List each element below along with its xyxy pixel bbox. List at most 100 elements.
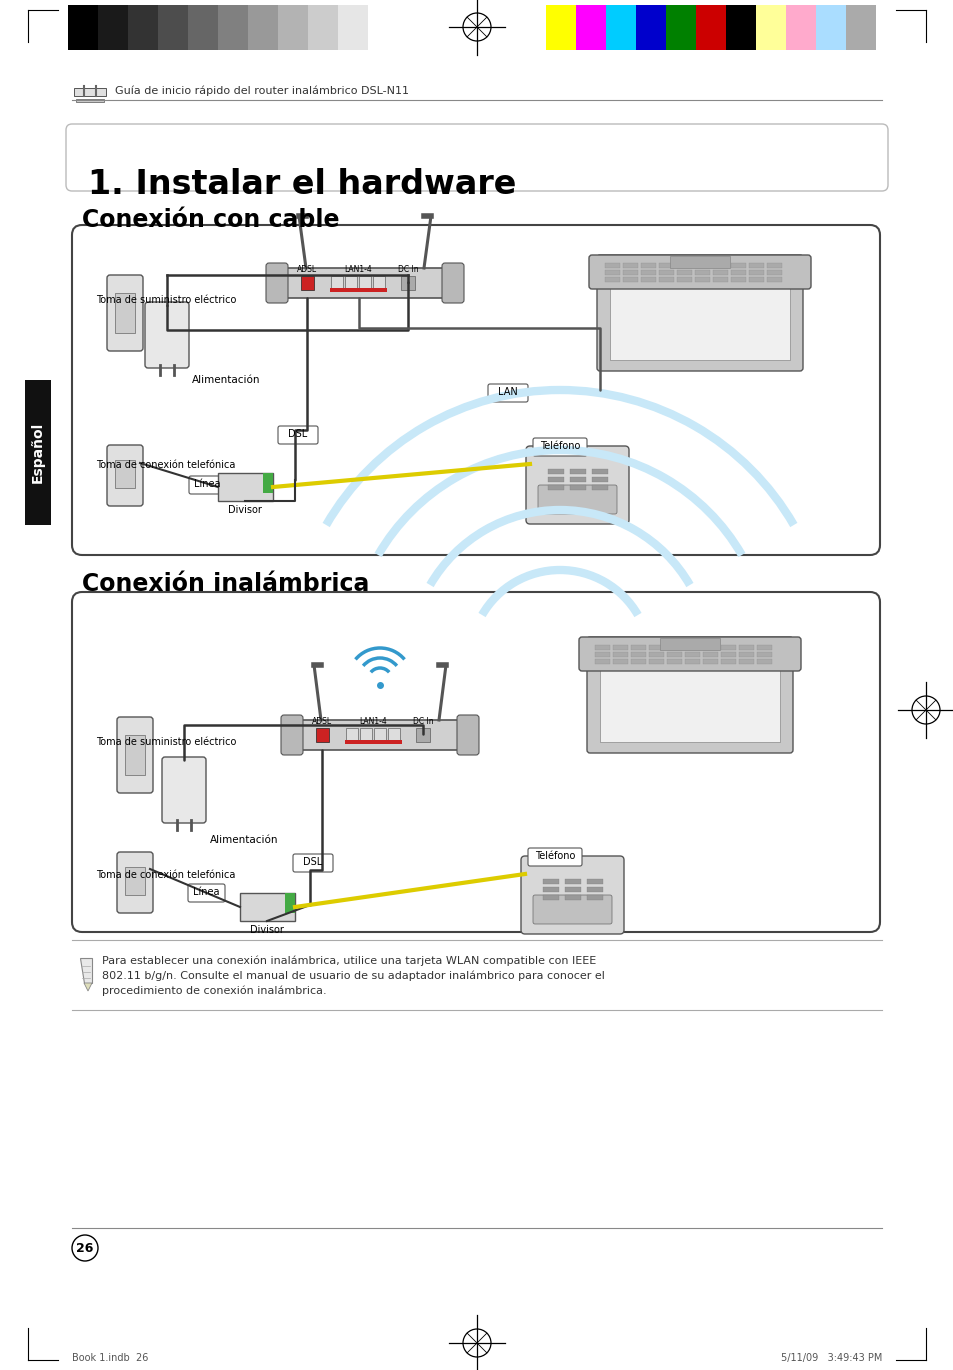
Bar bbox=[669, 256, 729, 269]
Bar bbox=[648, 645, 663, 649]
Bar bbox=[666, 659, 681, 664]
Bar bbox=[74, 88, 106, 96]
FancyBboxPatch shape bbox=[145, 301, 189, 369]
Bar bbox=[659, 270, 673, 275]
Bar bbox=[666, 645, 681, 649]
Bar bbox=[766, 277, 781, 282]
Bar bbox=[748, 270, 763, 275]
Bar bbox=[586, 880, 602, 884]
FancyBboxPatch shape bbox=[527, 848, 581, 866]
Bar bbox=[720, 645, 735, 649]
FancyBboxPatch shape bbox=[533, 895, 612, 923]
FancyBboxPatch shape bbox=[71, 225, 879, 555]
Text: Conexión con cable: Conexión con cable bbox=[82, 208, 339, 232]
Text: Línea: Línea bbox=[193, 479, 220, 489]
Bar bbox=[695, 270, 709, 275]
Bar bbox=[564, 886, 580, 892]
Bar bbox=[815, 5, 845, 49]
FancyBboxPatch shape bbox=[107, 275, 143, 351]
Bar bbox=[564, 895, 580, 900]
Bar bbox=[218, 5, 248, 49]
Text: Teléfono: Teléfono bbox=[535, 851, 575, 860]
Bar bbox=[755, 5, 785, 49]
FancyBboxPatch shape bbox=[525, 447, 628, 523]
Bar bbox=[622, 277, 638, 282]
Bar bbox=[569, 485, 585, 490]
Bar bbox=[748, 277, 763, 282]
Text: 5/11/09   3:49:43 PM: 5/11/09 3:49:43 PM bbox=[780, 1354, 882, 1363]
Bar bbox=[337, 5, 368, 49]
Text: DSL: DSL bbox=[303, 858, 322, 867]
Bar bbox=[263, 473, 273, 493]
Bar bbox=[785, 5, 815, 49]
Bar bbox=[630, 659, 645, 664]
Bar bbox=[592, 469, 607, 474]
Text: Línea: Línea bbox=[193, 886, 219, 897]
Bar bbox=[720, 659, 735, 664]
Bar bbox=[677, 263, 691, 269]
FancyBboxPatch shape bbox=[71, 592, 879, 932]
Text: Toma de conexión telefónica: Toma de conexión telefónica bbox=[96, 870, 235, 880]
Text: Divisor: Divisor bbox=[250, 925, 284, 934]
Bar bbox=[640, 277, 656, 282]
FancyBboxPatch shape bbox=[578, 637, 801, 671]
Bar bbox=[712, 263, 727, 269]
Bar bbox=[604, 270, 619, 275]
Text: LAN1-4: LAN1-4 bbox=[344, 264, 372, 274]
Bar bbox=[285, 893, 294, 912]
Bar bbox=[542, 886, 558, 892]
Bar bbox=[640, 270, 656, 275]
Text: Teléfono: Teléfono bbox=[539, 441, 579, 451]
Text: Guía de inicio rápido del router inalámbrico DSL-N11: Guía de inicio rápido del router inalámb… bbox=[115, 86, 409, 96]
Bar bbox=[128, 5, 158, 49]
Bar bbox=[605, 5, 636, 49]
Bar bbox=[599, 652, 780, 743]
FancyBboxPatch shape bbox=[537, 485, 617, 514]
Text: DC In: DC In bbox=[397, 264, 417, 274]
Bar bbox=[330, 288, 387, 292]
Bar bbox=[766, 263, 781, 269]
Bar bbox=[586, 895, 602, 900]
Bar bbox=[359, 727, 372, 743]
Bar bbox=[702, 659, 718, 664]
Bar bbox=[659, 638, 720, 649]
Text: ADSL: ADSL bbox=[312, 717, 332, 726]
Bar bbox=[295, 721, 463, 749]
FancyBboxPatch shape bbox=[586, 637, 792, 754]
Bar bbox=[592, 477, 607, 482]
Text: Divisor: Divisor bbox=[228, 506, 262, 515]
Text: Toma de conexión telefónica: Toma de conexión telefónica bbox=[96, 460, 235, 470]
Bar bbox=[595, 645, 609, 649]
Text: Toma de suministro eléctrico: Toma de suministro eléctrico bbox=[96, 737, 236, 747]
Bar bbox=[331, 275, 343, 290]
Text: 1. Instalar el hardware: 1. Instalar el hardware bbox=[88, 169, 516, 201]
Bar bbox=[158, 5, 188, 49]
Bar bbox=[542, 895, 558, 900]
Text: 26: 26 bbox=[76, 1241, 93, 1255]
Bar bbox=[677, 277, 691, 282]
FancyBboxPatch shape bbox=[266, 263, 288, 303]
Bar bbox=[622, 270, 638, 275]
Bar bbox=[76, 99, 104, 101]
FancyBboxPatch shape bbox=[533, 438, 586, 456]
Bar bbox=[730, 263, 745, 269]
Bar bbox=[613, 659, 627, 664]
FancyBboxPatch shape bbox=[66, 125, 887, 190]
Bar bbox=[604, 263, 619, 269]
Bar bbox=[592, 485, 607, 490]
Bar bbox=[595, 659, 609, 664]
Bar bbox=[188, 5, 218, 49]
FancyBboxPatch shape bbox=[189, 475, 226, 495]
Bar bbox=[730, 270, 745, 275]
Text: Book 1.indb  26: Book 1.indb 26 bbox=[71, 1354, 149, 1363]
Bar bbox=[622, 263, 638, 269]
Bar bbox=[25, 379, 51, 525]
Bar bbox=[684, 659, 700, 664]
Bar bbox=[68, 5, 98, 49]
Text: Español: Español bbox=[30, 422, 45, 484]
Text: Toma de suministro eléctrico: Toma de suministro eléctrico bbox=[96, 295, 236, 306]
Bar bbox=[677, 270, 691, 275]
Text: Para establecer una conexión inalámbrica, utilice una tarjeta WLAN compatible co: Para establecer una conexión inalámbrica… bbox=[102, 955, 604, 996]
Bar bbox=[542, 880, 558, 884]
Bar bbox=[702, 645, 718, 649]
